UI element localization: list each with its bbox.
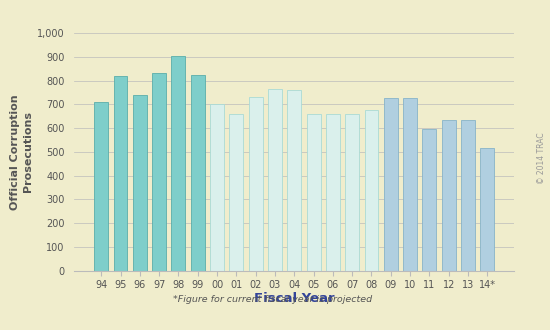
Bar [384, 98, 398, 271]
Bar [94, 102, 108, 271]
Text: *Figure for current fiscal year is projected: *Figure for current fiscal year is proje… [173, 295, 372, 304]
Bar [229, 114, 243, 271]
Bar [306, 114, 321, 271]
Bar [442, 120, 455, 271]
Bar [326, 114, 340, 271]
Bar [365, 110, 378, 271]
Bar [172, 55, 185, 271]
Bar [480, 148, 494, 271]
Bar [113, 76, 128, 271]
Bar [461, 120, 475, 271]
Bar [152, 73, 166, 271]
Bar [249, 97, 262, 271]
Text: © 2014 TRAC: © 2014 TRAC [537, 133, 546, 184]
Bar [133, 95, 147, 271]
Bar [345, 114, 359, 271]
X-axis label: Fiscal Year: Fiscal Year [254, 292, 334, 305]
Bar [422, 129, 436, 271]
Bar [287, 90, 301, 271]
Y-axis label: Official Corruption
Prosecutions: Official Corruption Prosecutions [9, 94, 33, 210]
Bar [191, 75, 205, 271]
Bar [210, 104, 224, 271]
Bar [268, 89, 282, 271]
Bar [403, 98, 417, 271]
